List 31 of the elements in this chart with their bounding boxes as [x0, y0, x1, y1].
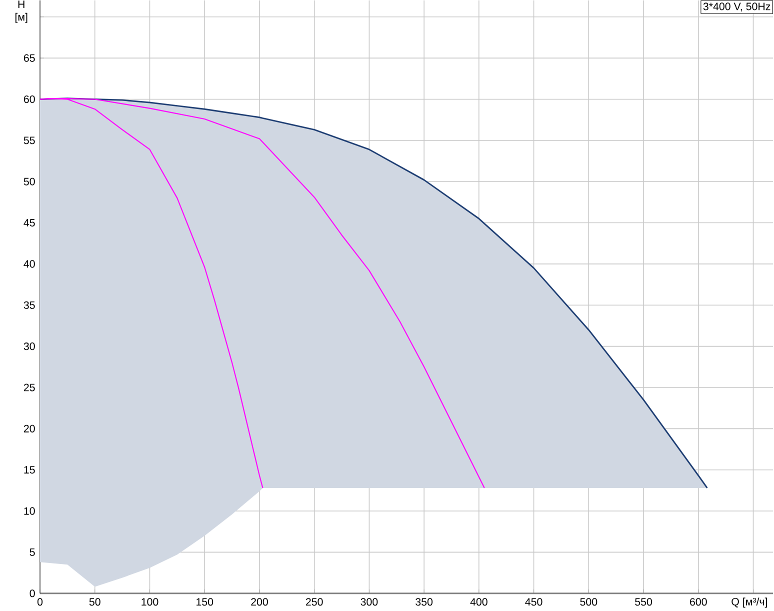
- y-tick-label: 45: [24, 218, 35, 226]
- x-tick-label: 300: [360, 598, 378, 606]
- y-tick-label: 60: [24, 95, 35, 103]
- y-tick-label: 50: [24, 178, 35, 186]
- y-tick-label: 55: [24, 136, 35, 144]
- x-tick-label: 350: [416, 598, 433, 606]
- y-tick-label: 0: [30, 589, 35, 597]
- y-tick-label: 15: [24, 466, 35, 474]
- x-tick-label: 600: [690, 598, 707, 606]
- y-tick-label: 5: [30, 548, 35, 556]
- x-tick-label: 200: [251, 598, 268, 606]
- y-axis-title: H [м]: [15, 0, 28, 23]
- x-tick-label: 100: [142, 598, 158, 606]
- x-axis-title: Q [м³/ч]: [732, 597, 767, 608]
- x-tick-label: 150: [196, 598, 214, 606]
- y-tick-label: 65: [24, 54, 35, 62]
- x-tick-label: 50: [89, 598, 100, 606]
- y-tick-label: 20: [24, 424, 35, 432]
- annotation: 3*400 V, 50Hz: [703, 2, 770, 12]
- x-tick-label: 400: [470, 598, 488, 606]
- y-tick-label: 40: [24, 260, 35, 268]
- x-tick-label: 550: [635, 598, 652, 606]
- x-tick-label: 250: [306, 598, 323, 606]
- y-tick-label: 30: [24, 342, 35, 350]
- x-tick-label: 0: [37, 598, 43, 606]
- x-tick-label: 500: [580, 598, 598, 606]
- line-series: [40, 97, 708, 489]
- y-tick-label: 10: [24, 507, 35, 515]
- x-tick-label: 450: [525, 598, 542, 606]
- y-tick-label: 35: [24, 301, 35, 309]
- y-tick-label: 25: [24, 384, 35, 392]
